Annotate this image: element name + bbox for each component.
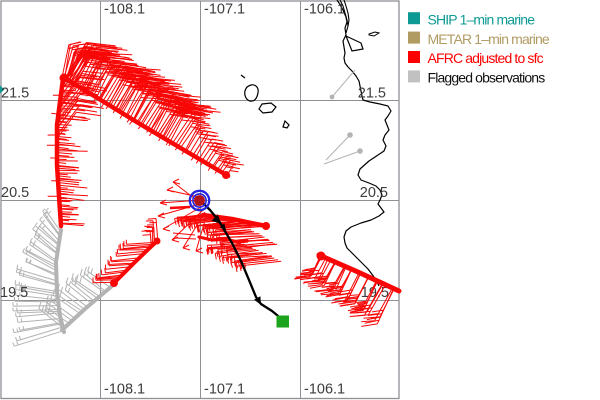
svg-text:-107.1: -107.1 [204, 382, 245, 398]
svg-text:-108.1: -108.1 [104, 2, 145, 18]
svg-text:-107.1: -107.1 [204, 2, 245, 18]
svg-text:Flagged observations: Flagged observations [428, 70, 546, 86]
svg-text:AFRC adjusted to sfc: AFRC adjusted to sfc [428, 50, 544, 66]
svg-text:19.5: 19.5 [0, 285, 28, 301]
svg-text:21.5: 21.5 [1, 86, 29, 102]
svg-text:20.5: 20.5 [1, 185, 29, 201]
svg-text:SHIP 1–min marine: SHIP 1–min marine [428, 11, 536, 27]
svg-text:-106.1: -106.1 [304, 2, 345, 18]
svg-text:21.5: 21.5 [358, 86, 386, 102]
svg-text:-106.1: -106.1 [304, 382, 345, 398]
svg-text:20.5: 20.5 [360, 185, 388, 201]
svg-text:-108.1: -108.1 [104, 382, 145, 398]
svg-text:METAR 1–min marine: METAR 1–min marine [428, 31, 550, 47]
